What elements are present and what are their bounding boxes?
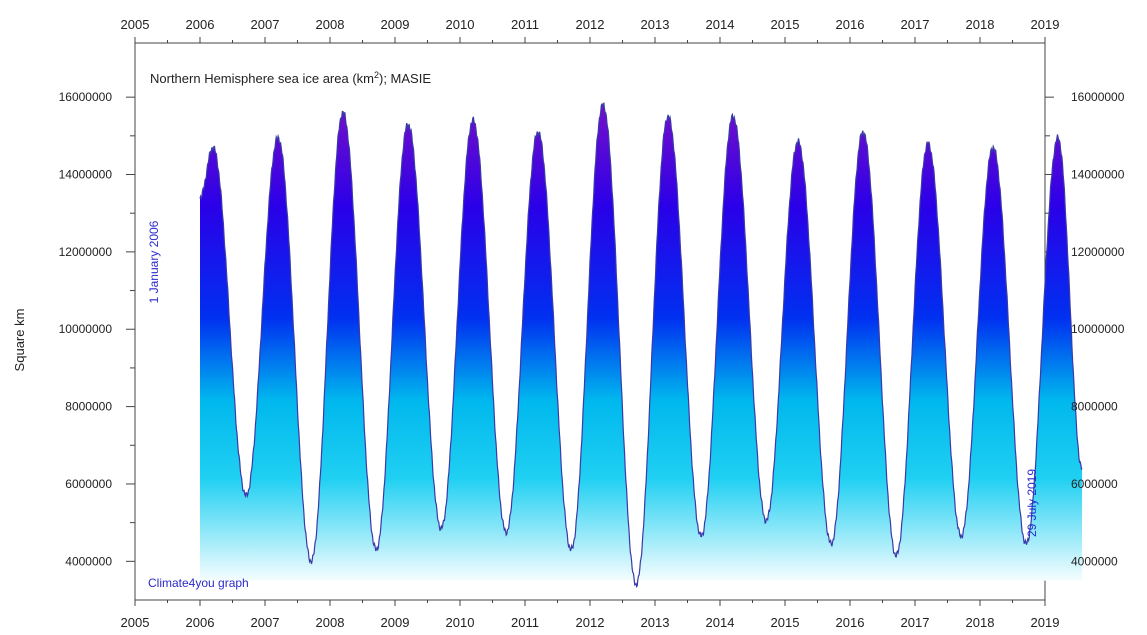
x-tick-label-bottom: 2017	[901, 615, 930, 630]
y-tick-label-right: 12000000	[1071, 245, 1125, 259]
y-tick-label-right: 14000000	[1071, 168, 1125, 182]
x-tick-label-bottom: 2008	[316, 615, 345, 630]
x-tick-label-top: 2018	[966, 17, 995, 32]
x-tick-label-bottom: 2012	[576, 615, 605, 630]
y-tick-label-right: 16000000	[1071, 90, 1125, 104]
y-tick-label-right: 10000000	[1071, 322, 1125, 336]
x-tick-label-top: 2016	[836, 17, 865, 32]
y-tick-label-left: 6000000	[65, 477, 112, 491]
y-tick-label-left: 10000000	[59, 322, 113, 336]
y-axis-label: Square km	[12, 309, 27, 372]
x-tick-label-bottom: 2015	[771, 615, 800, 630]
x-tick-label-bottom: 2016	[836, 615, 865, 630]
x-tick-label-top: 2009	[381, 17, 410, 32]
x-tick-label-top: 2010	[446, 17, 475, 32]
x-tick-label-top: 2007	[251, 17, 280, 32]
x-axis-top-labels: 2005 2006 2007 2008 2009 2010 2011 2012 2013 2014…	[121, 17, 1060, 32]
chart-title-superscript: 2	[374, 70, 379, 80]
chart-title: Northern Hemisphere sea ice area (km2); …	[150, 70, 431, 86]
x-tick-label-top: 2013	[641, 17, 670, 32]
y-tick-label-left: 16000000	[59, 90, 113, 104]
x-tick-label-bottom: 2019	[1031, 615, 1060, 630]
y-tick-label-left: 14000000	[59, 168, 113, 182]
x-tick-label-bottom: 2010	[446, 615, 475, 630]
x-axis-bottom-labels: 2005 2006 2007 2008 2009 2010 2011 2012 2013 2014…	[121, 615, 1060, 630]
x-tick-label-bottom: 2013	[641, 615, 670, 630]
start-annotation: 1 January 2006	[147, 220, 161, 303]
x-tick-label-top: 2011	[511, 17, 539, 32]
x-tick-label-top: 2005	[121, 17, 150, 32]
sea-ice-area-fill	[200, 103, 1083, 587]
y-axis-left-labels: 4000000 6000000 8000000 10000000 12000000 140…	[59, 90, 113, 568]
x-tick-label-top: 2008	[316, 17, 345, 32]
y-tick-label-left: 12000000	[59, 245, 113, 259]
y-tick-label-right: 4000000	[1071, 554, 1118, 568]
sea-ice-area-line	[199, 101, 1083, 589]
x-tick-label-top: 2019	[1031, 17, 1060, 32]
y-tick-label-left: 8000000	[65, 400, 112, 414]
x-tick-label-top: 2012	[576, 17, 605, 32]
y-tick-label-left: 4000000	[65, 554, 112, 568]
y-axis-right-labels: 4000000 6000000 8000000 10000000 12000000 140…	[1071, 90, 1125, 568]
y-tick-label-right: 6000000	[1071, 477, 1118, 491]
x-tick-label-top: 2017	[901, 17, 930, 32]
chart-title-main: Northern Hemisphere sea ice area (km	[150, 71, 374, 86]
y-tick-label-right: 8000000	[1071, 400, 1118, 414]
x-tick-label-bottom: 2011	[511, 615, 539, 630]
x-tick-label-top: 2015	[771, 17, 800, 32]
x-tick-label-bottom: 2018	[966, 615, 995, 630]
x-tick-label-bottom: 2006	[186, 615, 215, 630]
axis-ticks	[126, 37, 1054, 606]
x-tick-label-top: 2014	[706, 17, 735, 32]
x-tick-label-bottom: 2014	[706, 615, 735, 630]
end-annotation: 29 July 2019	[1025, 469, 1039, 537]
chart-title-tail: ); MASIE	[379, 71, 431, 86]
x-tick-label-top: 2006	[186, 17, 215, 32]
x-tick-label-bottom: 2007	[251, 615, 280, 630]
x-tick-label-bottom: 2005	[121, 615, 150, 630]
credit-text: Climate4you graph	[148, 576, 249, 590]
x-tick-label-bottom: 2009	[381, 615, 410, 630]
